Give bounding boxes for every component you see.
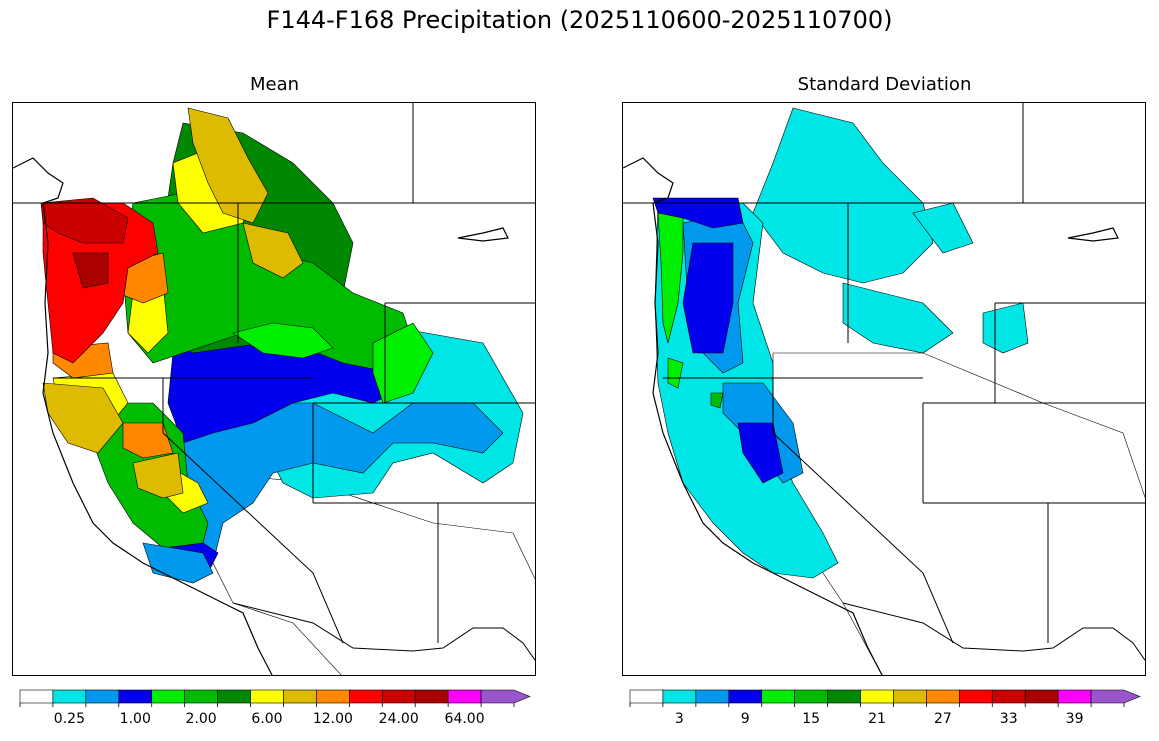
- mean-map-svg: [13, 103, 535, 675]
- stddev-colorbar-tick-label: 15: [802, 711, 821, 727]
- mean-colorbar: [19, 689, 531, 707]
- stddev-colorbar-segment: [662, 689, 697, 704]
- mean-colorbar-svg: [19, 689, 531, 707]
- stddev-colorbar-segment: [991, 689, 1026, 704]
- stddev-panel-title: Standard Deviation: [797, 74, 972, 95]
- stddev-colorbar-segment: [860, 689, 894, 704]
- mean-colorbar-tick-label: 12.00: [312, 711, 353, 727]
- stddev-colorbar-tick-label: 21: [868, 711, 886, 727]
- stddev-colorbar-segment: [728, 689, 763, 704]
- stddev-boundaries: [623, 103, 1145, 662]
- mean-colorbar-segment: [447, 689, 482, 704]
- mean-colorbar-segment: [283, 689, 317, 704]
- mean-colorbar-segment: [85, 689, 120, 704]
- mean-colorbar-tick-label: 6.00: [251, 711, 283, 727]
- stddev-colorbar-segment: [926, 689, 960, 704]
- mean-colorbar-segment: [381, 689, 416, 704]
- mean-colorbar-segment: [19, 689, 54, 704]
- mean-colorbar-tick-label: 0.25: [53, 711, 85, 727]
- stddev-colorbar-segment: [761, 689, 795, 704]
- mean-panel-title: Mean: [249, 74, 300, 95]
- mean-colorbar-segment: [349, 689, 383, 704]
- mean-coastline: [13, 157, 273, 675]
- stddev-colorbar-tick-label: 39: [1065, 711, 1084, 727]
- stddev-map-svg: [623, 103, 1145, 675]
- mean-precip-fields: [40, 107, 535, 675]
- stddev-colorbar-tick-label: 3: [674, 711, 684, 727]
- stddev-coastline: [623, 157, 883, 675]
- stddev-colorbar-tick-label: 27: [933, 711, 952, 727]
- stddev-colorbar-segment: [629, 689, 664, 704]
- mean-colorbar-segment: [52, 689, 87, 704]
- mean-colorbar-tick-label: 1.00: [119, 711, 151, 727]
- stddev-colorbar-svg: [629, 689, 1141, 707]
- stddev-colorbar-segment: [695, 689, 730, 704]
- mean-colorbar-segment: [316, 689, 350, 704]
- figure-title: F144-F168 Precipitation (2025110600-2025…: [266, 6, 893, 34]
- mean-boundaries: [13, 103, 535, 662]
- stddev-colorbar-tick-label: 9: [740, 711, 750, 727]
- stddev-colorbar-segment: [794, 689, 828, 704]
- mean-colorbar-segment: [118, 689, 153, 704]
- mean-colorbar-segment: [184, 689, 218, 704]
- stddev-map: [622, 102, 1146, 676]
- stddev-colorbar-segment: [893, 689, 927, 704]
- stddev-colorbar-segment: [959, 689, 993, 704]
- mean-colorbar-tick-label: 2.00: [185, 711, 217, 727]
- stddev-colorbar: [629, 689, 1141, 707]
- mean-colorbar-segment: [414, 689, 449, 704]
- stddev-colorbar-segment: [1057, 689, 1092, 704]
- stddev-colorbar-segment: [827, 689, 861, 704]
- stddev-colorbar-tick-label: 33: [999, 711, 1018, 727]
- mean-map: [12, 102, 536, 676]
- stddev-colorbar-segment: [1090, 689, 1141, 704]
- mean-colorbar-segment: [151, 689, 185, 704]
- mean-colorbar-tick-label: 24.00: [378, 711, 419, 727]
- mean-colorbar-segment: [250, 689, 284, 704]
- mean-colorbar-segment: [217, 689, 251, 704]
- stddev-fields: [652, 107, 1145, 675]
- stddev-colorbar-segment: [1024, 689, 1059, 704]
- mean-colorbar-segment: [480, 689, 531, 704]
- mean-colorbar-tick-label: 64.00: [444, 711, 485, 727]
